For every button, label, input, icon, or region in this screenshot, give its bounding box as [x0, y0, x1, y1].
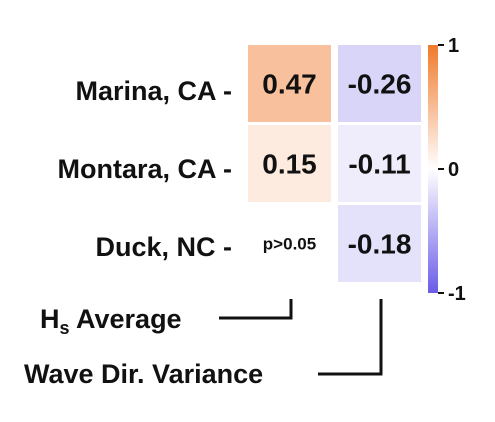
heatmap-cell-r1-c0: [248, 125, 331, 202]
colorbar: [428, 45, 438, 293]
heatmap-cell-r2-c1: [338, 205, 421, 282]
bracket-wave-dir-variance: [318, 299, 383, 376]
row-label-duck: Duck, NC -: [95, 232, 232, 262]
colorbar-tick-label-2: -1: [448, 283, 466, 305]
heatmap-cell-r0-c0: [248, 45, 331, 122]
cell-label-r2-c1: -0.18: [348, 229, 412, 260]
cell-label-r0-c1: -0.26: [348, 69, 412, 100]
colorbar-tick-label-1: 0: [448, 159, 459, 181]
heatmap-cells: 0.47 -0.26 0.15 -0.11 p>0.05 -0.18: [248, 45, 421, 282]
cell-label-r0-c0: 0.47: [262, 69, 317, 100]
cell-label-r1-c1: -0.11: [348, 149, 410, 180]
colorbar-ticks: 1 0 -1: [438, 35, 466, 305]
colorbar-tick-label-0: 1: [448, 35, 459, 57]
cell-label-r1-c0: 0.15: [262, 149, 317, 180]
bracket-hs-average: [219, 299, 293, 320]
col-label-hs-average: Hs Average: [40, 304, 182, 338]
heatmap-cell-r2-c0: [248, 205, 331, 282]
cell-label-r2-c0: p>0.05: [263, 235, 316, 254]
row-label-montara: Montara, CA -: [58, 154, 233, 184]
heatmap-cell-r0-c1: [338, 45, 421, 122]
col-label-wave-dir-variance: Wave Dir. Variance: [24, 359, 263, 389]
row-label-marina: Marina, CA -: [75, 76, 232, 106]
heatmap-cell-r1-c1: [338, 125, 421, 202]
